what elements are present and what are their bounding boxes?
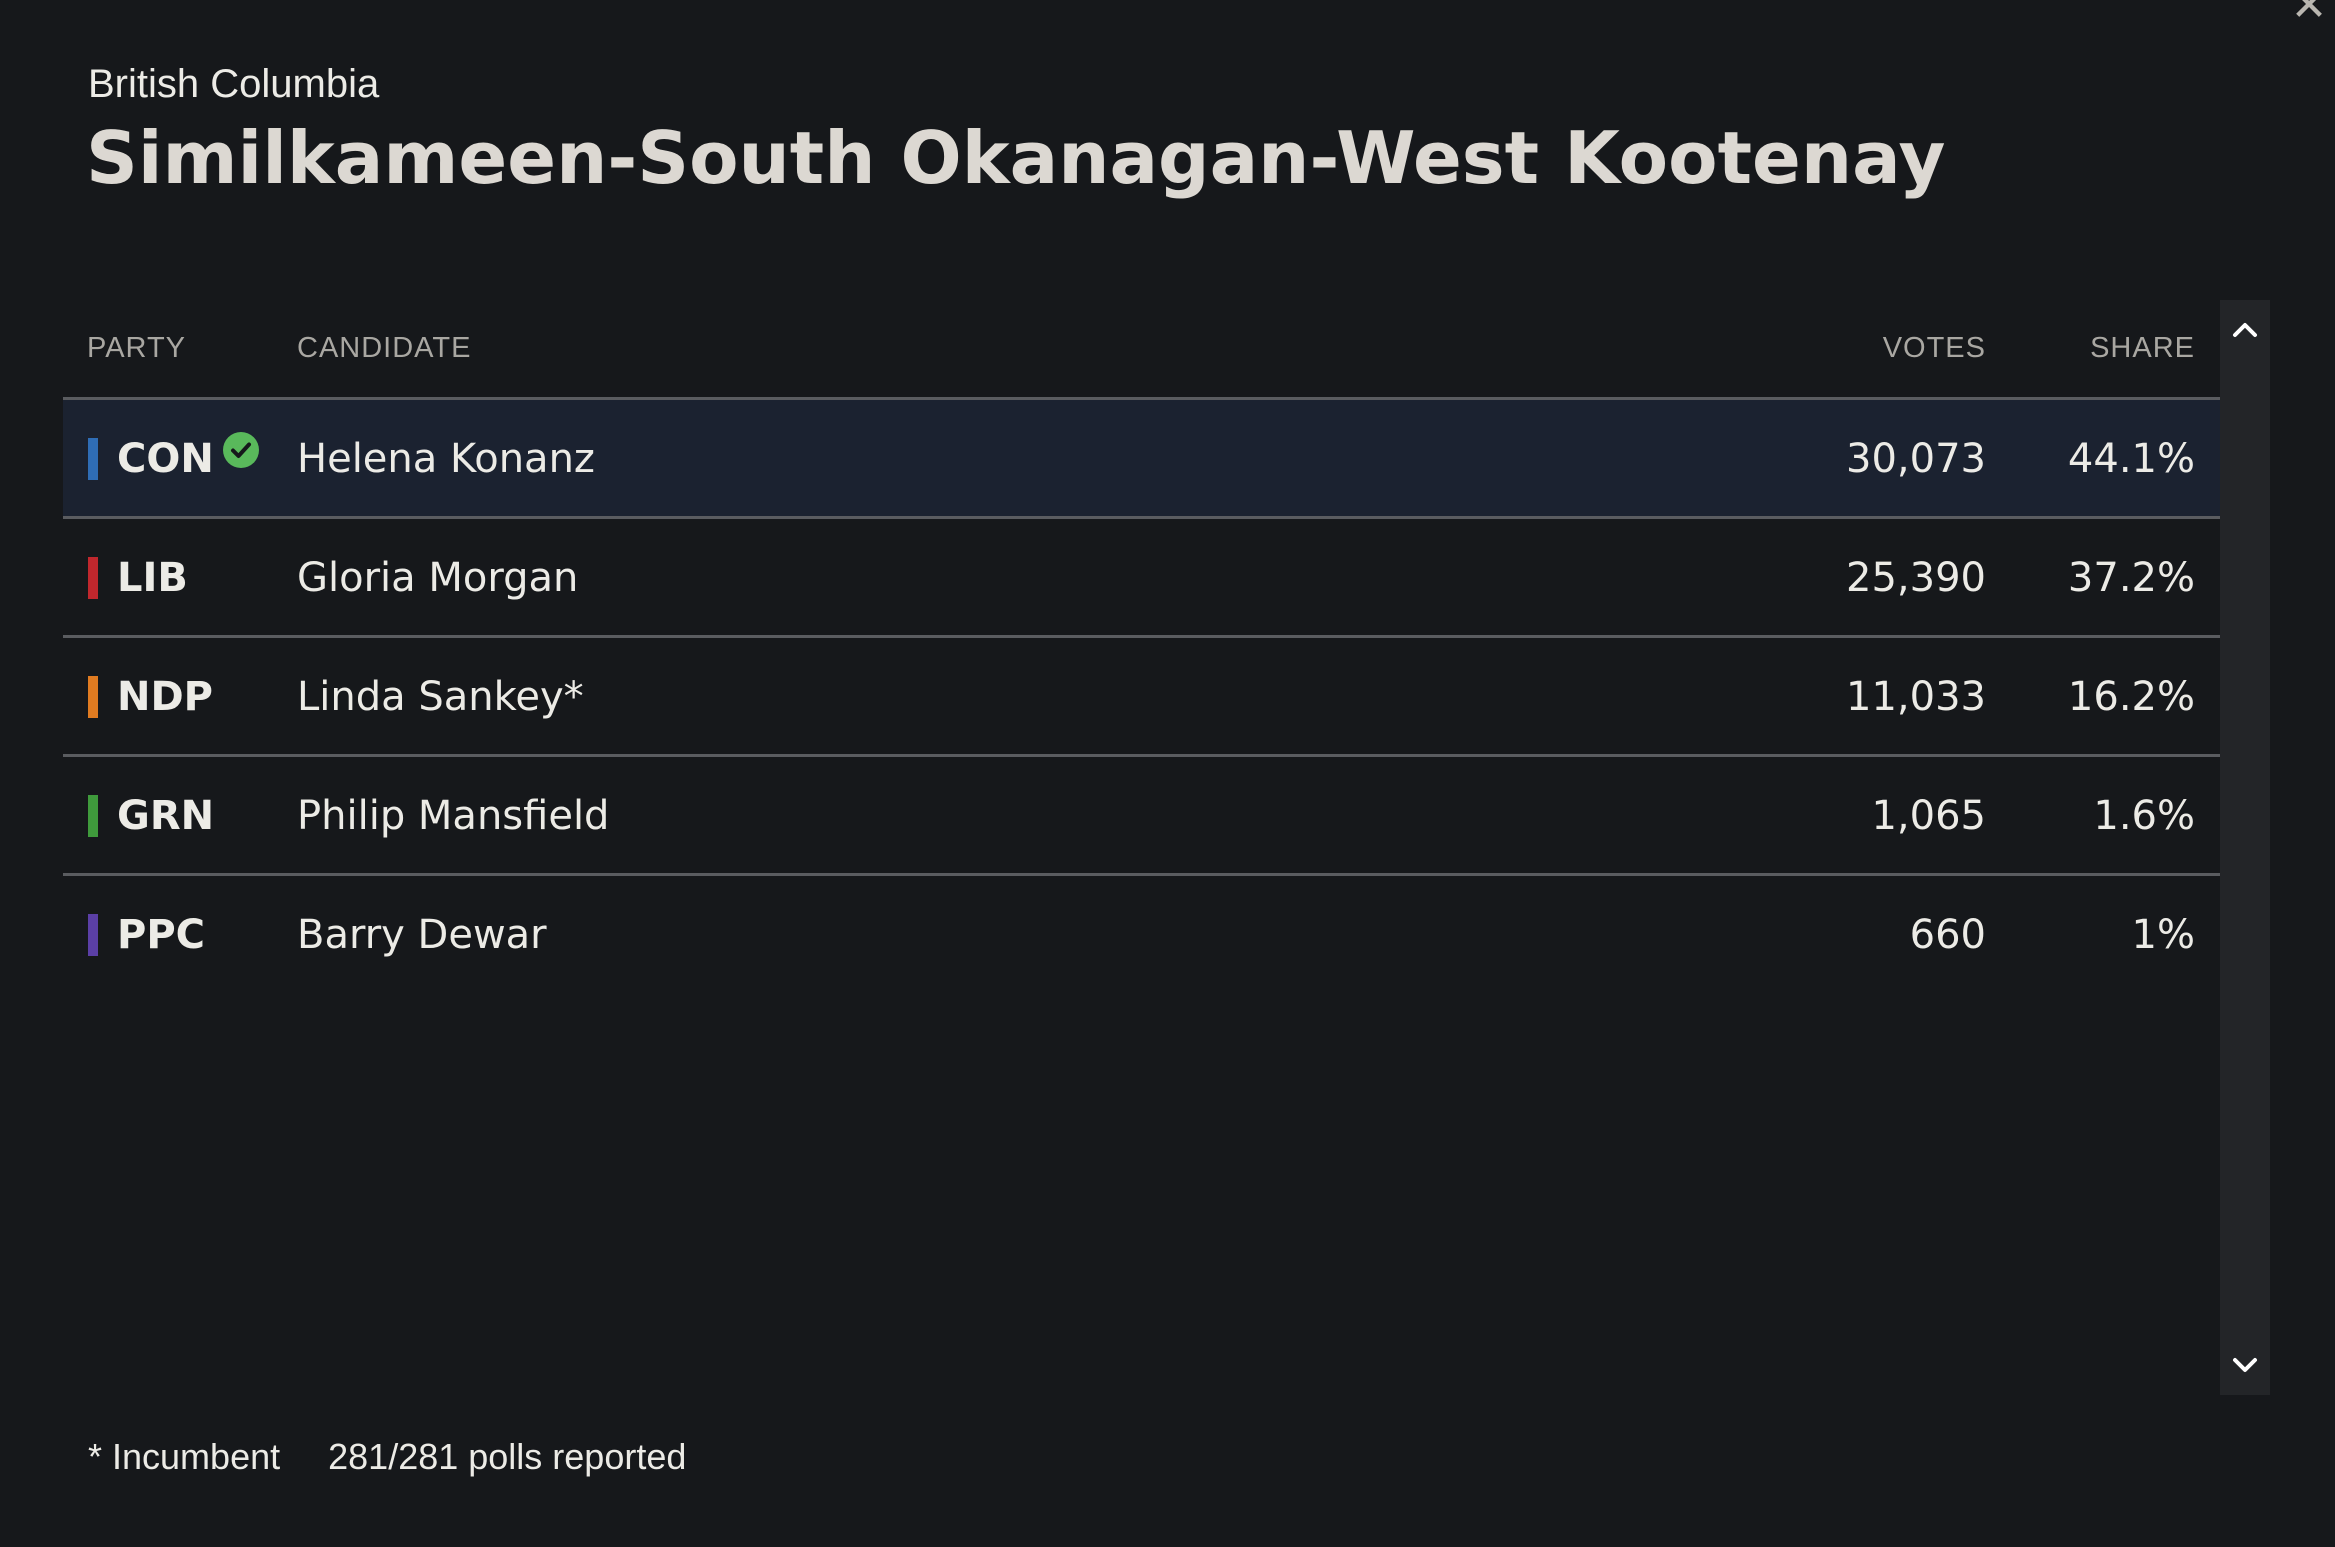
scroll-down-button[interactable] bbox=[2220, 1340, 2270, 1390]
column-header-votes: VOTES bbox=[1882, 332, 1986, 364]
vote-count: 11,033 bbox=[1846, 674, 1986, 720]
party-color-bar bbox=[88, 557, 98, 599]
province-label: British Columbia bbox=[88, 62, 380, 106]
vote-share: 16.2% bbox=[2067, 674, 2195, 720]
results-footer: * Incumbent 281/281 polls reported bbox=[88, 1436, 734, 1478]
column-header-party: PARTY bbox=[87, 332, 187, 364]
vote-count: 30,073 bbox=[1846, 436, 1986, 482]
column-header-candidate: CANDIDATE bbox=[297, 332, 472, 364]
table-header: PARTY CANDIDATE VOTES SHARE bbox=[63, 300, 2220, 400]
scrollbar[interactable] bbox=[2220, 300, 2270, 1395]
table-row: GRN Philip Mansfield 1,065 1.6% bbox=[63, 757, 2220, 876]
candidate-name: Gloria Morgan bbox=[297, 555, 579, 601]
party-code: CON bbox=[117, 436, 214, 482]
close-icon[interactable]: ✕ bbox=[2290, 0, 2328, 31]
vote-share: 1.6% bbox=[2093, 793, 2195, 839]
vote-share: 1% bbox=[2131, 912, 2195, 958]
candidate-name: Philip Mansfield bbox=[297, 793, 610, 839]
vote-share: 37.2% bbox=[2067, 555, 2195, 601]
polls-reported: 281/281 polls reported bbox=[328, 1436, 687, 1477]
party-color-bar bbox=[88, 795, 98, 837]
candidate-name: Linda Sankey* bbox=[297, 674, 584, 720]
close-button[interactable]: ✕ bbox=[2289, 0, 2329, 28]
party-code: GRN bbox=[117, 793, 215, 839]
party-color-bar bbox=[88, 438, 98, 480]
vote-count: 25,390 bbox=[1846, 555, 1986, 601]
table-row: LIB Gloria Morgan 25,390 37.2% bbox=[63, 519, 2220, 638]
check-circle-icon bbox=[223, 432, 259, 468]
party-color-bar bbox=[88, 676, 98, 718]
scroll-up-button[interactable] bbox=[2220, 305, 2270, 355]
table-row: PPC Barry Dewar 660 1% bbox=[63, 876, 2220, 992]
candidate-name: Barry Dewar bbox=[297, 912, 547, 958]
column-header-share: SHARE bbox=[2090, 332, 2195, 364]
chevron-up-icon[interactable] bbox=[2220, 305, 2270, 355]
table-row: NDP Linda Sankey* 11,033 16.2% bbox=[63, 638, 2220, 757]
vote-count: 1,065 bbox=[1871, 793, 1986, 839]
incumbent-note: * Incumbent bbox=[88, 1436, 281, 1477]
party-code: LIB bbox=[117, 555, 188, 601]
table-row: CON Helena Konanz 30,073 44.1% bbox=[63, 400, 2220, 519]
results-table: PARTY CANDIDATE VOTES SHARE CON Helena K… bbox=[63, 300, 2220, 1395]
riding-title: Similkameen-South Okanagan-West Kootenay bbox=[86, 116, 1946, 200]
chevron-down-icon[interactable] bbox=[2220, 1340, 2270, 1390]
party-code: NDP bbox=[117, 674, 213, 720]
party-code: PPC bbox=[117, 912, 205, 958]
party-color-bar bbox=[88, 914, 98, 956]
vote-share: 44.1% bbox=[2067, 436, 2195, 482]
vote-count: 660 bbox=[1909, 912, 1986, 958]
candidate-name: Helena Konanz bbox=[297, 436, 595, 482]
